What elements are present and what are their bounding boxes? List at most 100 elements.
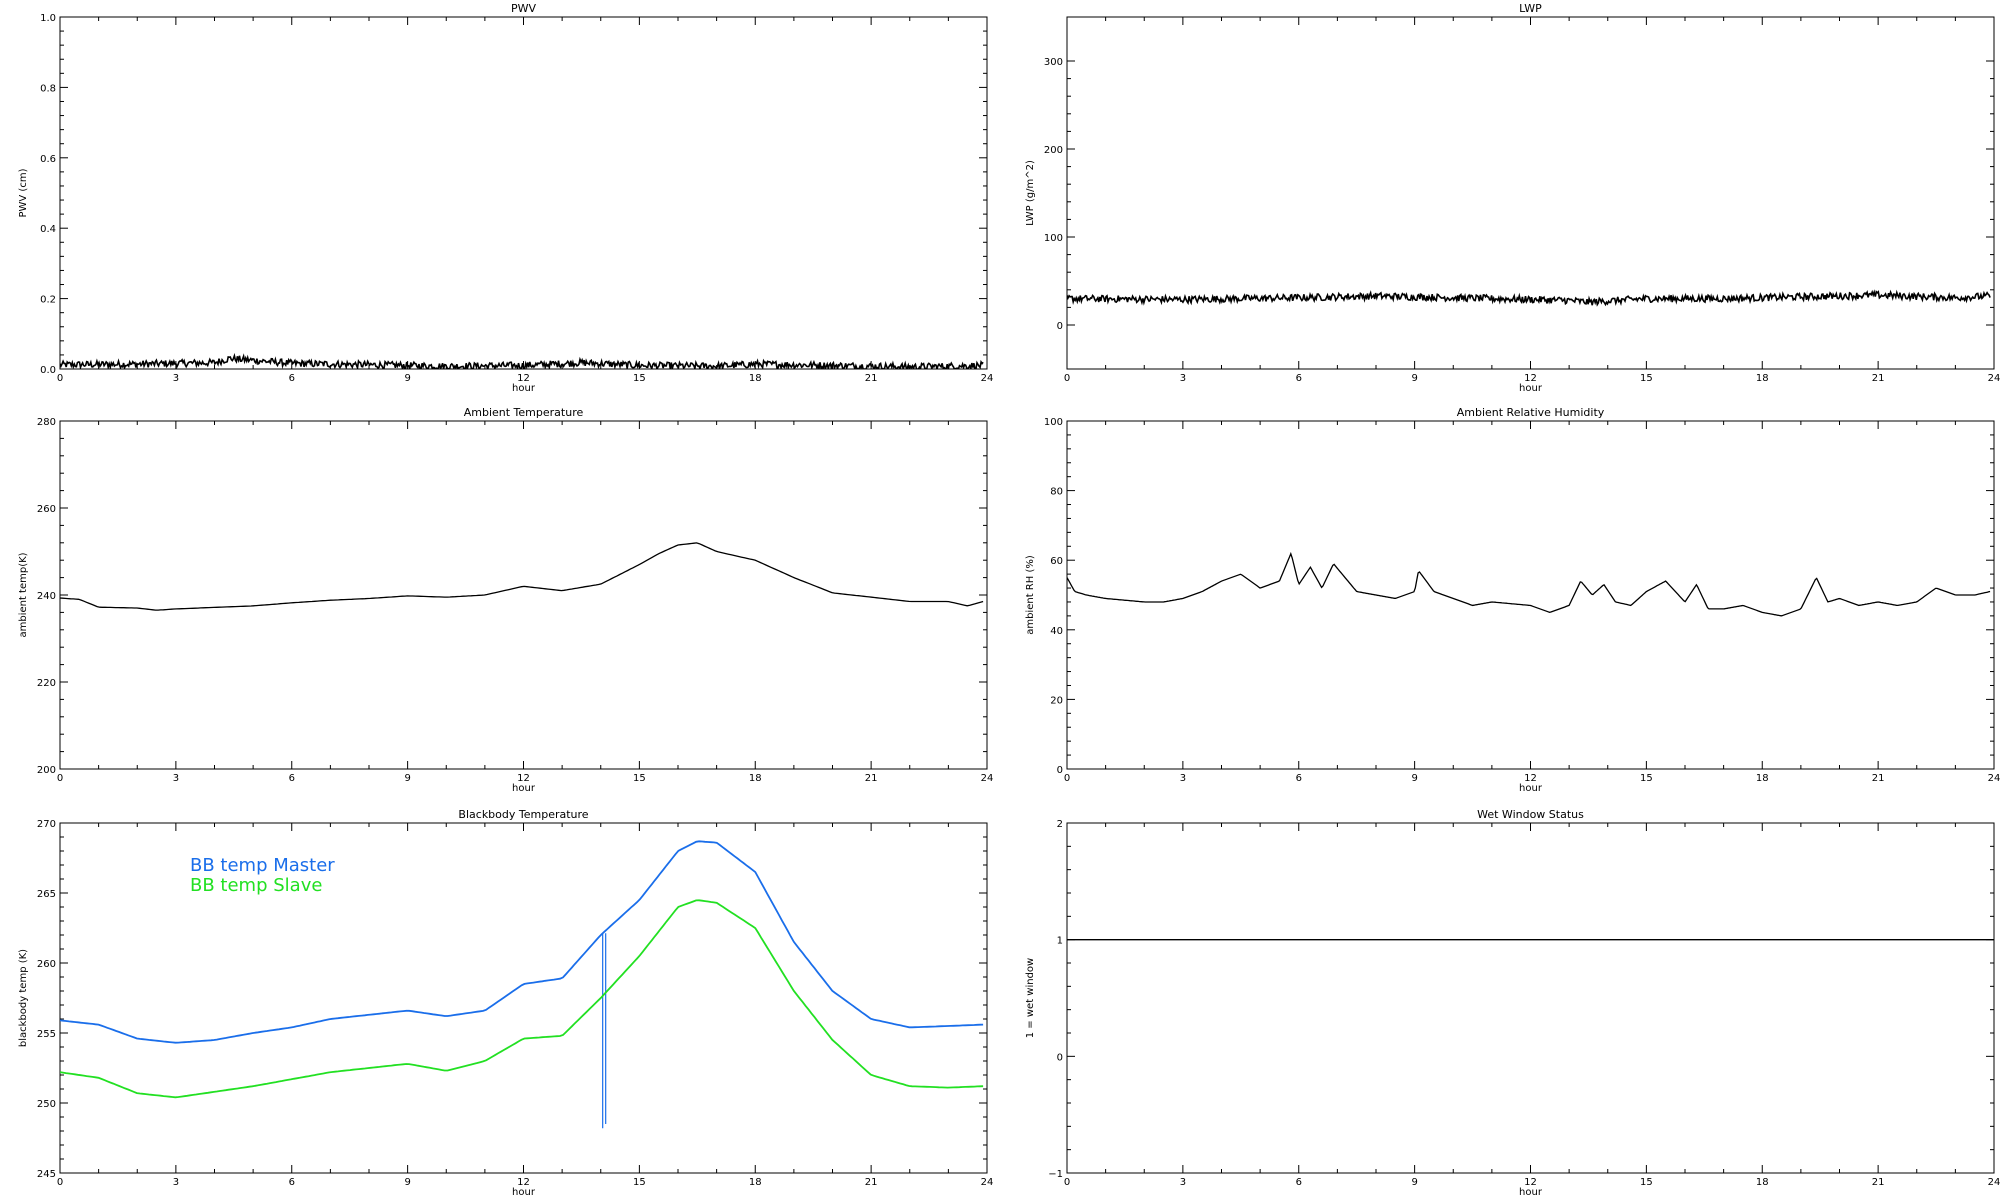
x-tick-label: 21 [865, 1177, 878, 1188]
y-tick-label: 280 [37, 417, 56, 428]
chart-title: Wet Window Status [1477, 808, 1584, 821]
y-tick-label: 1.0 [40, 13, 56, 24]
y-tick-label: 60 [1050, 556, 1063, 567]
series-line-1 [1067, 289, 1991, 307]
y-tick-label: 100 [1044, 417, 1063, 428]
y-tick-label: 260 [37, 504, 56, 515]
y-tick-label: 40 [1050, 626, 1063, 637]
plot-area [1067, 551, 1991, 617]
x-axis-label: hour [512, 383, 536, 394]
x-tick-label: 0 [57, 773, 63, 784]
y-axis-label: blackbody temp (K) [18, 949, 29, 1047]
x-tick-label: 24 [1988, 373, 2000, 384]
y-tick-label: 2 [1057, 819, 1063, 830]
y-tick-label: 100 [1044, 233, 1063, 244]
legend-entry: BB temp Slave [190, 875, 322, 896]
y-tick-label: 1 [1057, 936, 1063, 947]
y-tick-label: 0 [1057, 765, 1063, 776]
chart-title: Ambient Temperature [464, 406, 584, 419]
x-tick-label: 6 [289, 773, 295, 784]
chart-title: Ambient Relative Humidity [1457, 406, 1605, 419]
chart-panel-4: Ambient Relative Humidity 0 3 6 9 12 15 18 21 24 h… [1025, 406, 2000, 794]
x-tick-label: 12 [1524, 773, 1537, 784]
chart-panel-5: Blackbody Temperature 0 3 6 9 12 15 18 21 24 hour 2… [18, 808, 993, 1198]
chart-panel-2: LWP 0 3 6 9 12 15 18 21 24 hour 0 100 200 300 LWP (g/m^… [1025, 2, 2000, 394]
y-tick-label: 200 [37, 765, 56, 776]
y-axis-label: PWV (cm) [18, 168, 29, 217]
series-line-1 [60, 352, 984, 369]
x-tick-label: 21 [865, 773, 878, 784]
y-tick-label: 300 [1044, 57, 1063, 68]
x-tick-label: 15 [633, 373, 646, 384]
y-axis-label: LWP (g/m^2) [1025, 160, 1036, 226]
y-tick-label: 0.4 [40, 224, 56, 235]
y-tick-label: 0.6 [40, 154, 56, 165]
series-line-1 [60, 840, 984, 1044]
x-tick-label: 18 [749, 373, 762, 384]
plot-frame [1066, 420, 1995, 770]
y-tick-label: 270 [37, 819, 56, 830]
x-tick-label: 6 [289, 1177, 295, 1188]
x-tick-label: 21 [1872, 373, 1885, 384]
x-tick-label: 18 [1756, 773, 1769, 784]
plot-frame [1066, 822, 1995, 1174]
y-axis-label: ambient RH (%) [1025, 555, 1036, 635]
y-tick-label: 265 [37, 889, 56, 900]
x-tick-label: 12 [1524, 1177, 1537, 1188]
x-axis-label: hour [1519, 783, 1543, 794]
x-axis-label: hour [1519, 383, 1543, 394]
y-tick-label: 240 [37, 591, 56, 602]
x-tick-label: 15 [1640, 773, 1653, 784]
y-tick-label: 250 [37, 1099, 56, 1110]
x-tick-label: 6 [1296, 373, 1302, 384]
x-axis-label: hour [512, 1187, 536, 1198]
x-tick-label: 15 [633, 773, 646, 784]
x-tick-label: 9 [1411, 373, 1417, 384]
x-tick-label: 9 [404, 1177, 410, 1188]
x-tick-label: 0 [1064, 1177, 1070, 1188]
x-tick-label: 21 [1872, 773, 1885, 784]
x-tick-label: 21 [865, 373, 878, 384]
y-tick-label: 80 [1050, 487, 1063, 498]
legend-entry: BB temp Master [190, 855, 335, 876]
y-tick-label: 245 [37, 1169, 56, 1180]
chart-title: LWP [1519, 2, 1542, 15]
y-tick-label: 0.8 [40, 83, 56, 94]
x-axis-label: hour [512, 783, 536, 794]
x-tick-label: 3 [173, 373, 179, 384]
x-tick-label: 12 [517, 373, 530, 384]
x-tick-label: 0 [57, 373, 63, 384]
plot-frame [59, 16, 988, 370]
x-tick-label: 0 [1064, 773, 1070, 784]
x-tick-label: 15 [633, 1177, 646, 1188]
plot-area [1067, 289, 1991, 307]
y-tick-label: 0 [1057, 1052, 1063, 1063]
y-tick-label: 260 [37, 959, 56, 970]
x-tick-label: 21 [1872, 1177, 1885, 1188]
y-tick-label: 200 [1044, 145, 1063, 156]
x-tick-label: 9 [404, 773, 410, 784]
x-tick-label: 3 [1180, 373, 1186, 384]
x-tick-label: 24 [981, 1177, 994, 1188]
y-tick-label: 255 [37, 1029, 56, 1040]
x-tick-label: 9 [404, 373, 410, 384]
x-tick-label: 24 [981, 373, 994, 384]
series-line-1 [60, 542, 984, 611]
chart-title: Blackbody Temperature [458, 808, 588, 821]
plot-area [60, 352, 984, 369]
x-tick-label: 6 [289, 373, 295, 384]
x-tick-label: 3 [173, 773, 179, 784]
x-tick-label: 24 [981, 773, 994, 784]
x-tick-label: 18 [1756, 373, 1769, 384]
x-tick-label: 6 [1296, 1177, 1302, 1188]
x-tick-label: 24 [1988, 773, 2000, 784]
x-tick-label: 9 [1411, 1177, 1417, 1188]
x-tick-label: 12 [517, 773, 530, 784]
chart-panel-3: Ambient Temperature 0 3 6 9 12 15 18 21 24 hour 200… [18, 406, 993, 794]
x-tick-label: 6 [1296, 773, 1302, 784]
y-tick-label: 0 [1057, 321, 1063, 332]
y-tick-label: 220 [37, 678, 56, 689]
series-line-1 [1067, 551, 1991, 617]
x-tick-label: 15 [1640, 1177, 1653, 1188]
